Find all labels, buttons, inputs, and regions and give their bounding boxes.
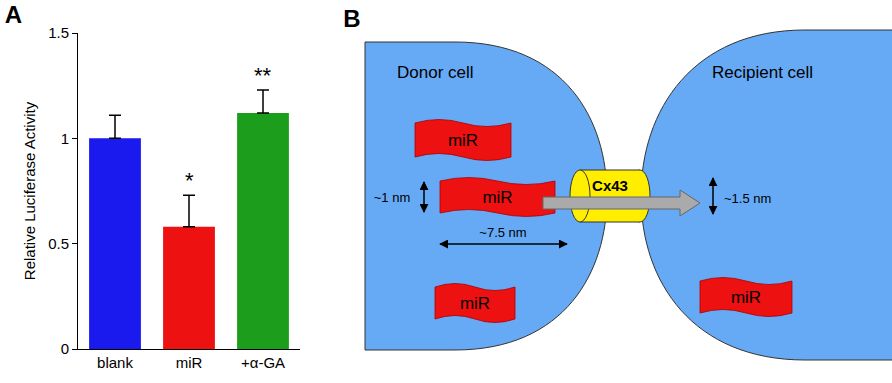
- svg-text:miR: miR: [448, 131, 478, 150]
- svg-text:1.5: 1.5: [48, 24, 69, 41]
- svg-text:A: A: [5, 1, 22, 28]
- svg-text:~1 nm: ~1 nm: [374, 190, 411, 205]
- svg-text:miR: miR: [460, 294, 490, 313]
- svg-text:Recipient cell: Recipient cell: [712, 63, 813, 82]
- svg-text:Cx43: Cx43: [592, 177, 628, 194]
- svg-text:miR: miR: [482, 188, 512, 207]
- svg-text:Relative Luciferase Activity: Relative Luciferase Activity: [21, 101, 38, 280]
- svg-text:1: 1: [61, 130, 69, 147]
- svg-text:miR: miR: [176, 354, 203, 371]
- svg-text:**: **: [254, 63, 272, 88]
- svg-text:*: *: [185, 168, 194, 193]
- svg-text:Donor cell: Donor cell: [397, 63, 474, 82]
- svg-text:miR: miR: [731, 288, 761, 307]
- svg-text:~7.5 nm: ~7.5 nm: [479, 225, 526, 240]
- svg-text:0.5: 0.5: [48, 235, 69, 252]
- svg-text:+α-GA: +α-GA: [241, 354, 285, 371]
- svg-text:0: 0: [61, 340, 69, 357]
- svg-text:B: B: [343, 5, 360, 32]
- svg-text:blank: blank: [97, 354, 133, 371]
- svg-text:~1.5 nm: ~1.5 nm: [724, 191, 771, 206]
